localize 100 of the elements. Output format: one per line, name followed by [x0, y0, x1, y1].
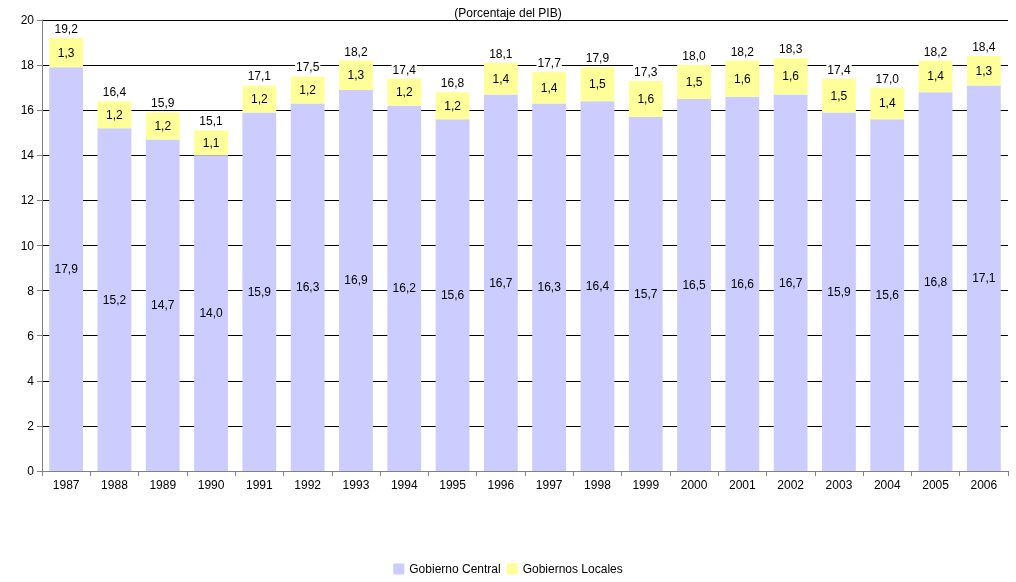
x-tick-label: 2002 [777, 478, 805, 492]
data-label: 16,5 [682, 277, 707, 292]
bar [773, 94, 808, 471]
bar [725, 60, 760, 97]
data-label: 1,6 [637, 91, 655, 106]
x-tick-label: 2005 [922, 478, 950, 492]
y-tick-label: 18 [20, 58, 35, 73]
data-label: 1,5 [589, 77, 607, 92]
total-label: 18,2 [923, 44, 948, 59]
data-label: 1,2 [106, 107, 124, 122]
data-label: 1,3 [347, 68, 365, 83]
x-tick-label: 1989 [149, 478, 177, 492]
bar [435, 92, 470, 120]
chart-title: (Porcentaje del PIB) [454, 6, 562, 20]
bar [677, 98, 711, 471]
y-tick-label: 12 [20, 193, 35, 208]
bar [580, 67, 615, 102]
y-tick-label: 4 [27, 373, 35, 388]
bar [483, 94, 518, 471]
total-label: 17,5 [295, 60, 320, 75]
total-label: 17,9 [585, 51, 610, 66]
y-tick-label: 0 [27, 464, 35, 478]
y-tick-label: 20 [20, 13, 35, 27]
legend-label: Gobiernos Locales [522, 562, 623, 576]
bar [918, 92, 953, 471]
x-tick-label: 2006 [970, 478, 998, 492]
x-tick-label: 2001 [729, 478, 757, 492]
bar [97, 128, 132, 471]
bar [822, 112, 856, 471]
data-label: 16,3 [537, 280, 562, 295]
data-label: 15,2 [102, 292, 127, 307]
bar [628, 80, 663, 117]
x-tick-label: 1998 [584, 478, 612, 492]
total-label: 18,1 [489, 46, 513, 61]
data-label: 16,7 [489, 275, 513, 290]
total-label: 18,3 [778, 42, 803, 57]
x-tick-label: 1990 [197, 478, 225, 492]
data-label: 15,9 [827, 284, 851, 299]
bar [532, 103, 567, 471]
x-tick-label: 1994 [390, 478, 418, 492]
bar [966, 85, 1001, 471]
bar [532, 71, 567, 104]
data-label: 1,6 [734, 71, 752, 86]
bar [339, 60, 373, 90]
total-label: 17,1 [247, 69, 272, 84]
bar [387, 78, 422, 106]
bar [870, 87, 905, 120]
x-tick-label: 1987 [52, 478, 80, 492]
data-label: 16,6 [730, 276, 755, 291]
data-label: 1,3 [57, 45, 75, 60]
data-label: 15,7 [634, 286, 658, 301]
x-tick-label: 2000 [680, 478, 708, 492]
x-tick-label: 1992 [294, 478, 322, 492]
data-label: 17,9 [54, 262, 79, 277]
total-label: 19,2 [54, 22, 79, 37]
data-label: 14,7 [151, 298, 175, 313]
x-tick-label: 1988 [101, 478, 129, 492]
data-label: 1,2 [444, 98, 462, 113]
bar [725, 96, 760, 471]
x-tick-label: 1999 [632, 478, 660, 492]
legend-label: Gobierno Central [409, 562, 501, 576]
data-label: 16,9 [344, 273, 368, 288]
total-label: 18,2 [344, 44, 368, 59]
x-tick-label: 2003 [825, 478, 853, 492]
bar [435, 119, 470, 471]
data-label: 16,2 [392, 281, 417, 296]
x-tick-label: 1995 [439, 478, 467, 492]
total-label: 18,0 [682, 49, 707, 64]
data-label: 1,4 [927, 69, 945, 84]
total-label: 15,1 [199, 114, 224, 129]
data-label: 16,8 [923, 274, 948, 289]
x-tick-label: 1997 [535, 478, 563, 492]
bar [580, 101, 615, 471]
data-label: 14,0 [199, 306, 224, 321]
bar [145, 139, 180, 471]
data-label: 1,2 [299, 82, 317, 97]
y-tick-label: 14 [20, 148, 35, 163]
bar [194, 130, 228, 156]
data-label: 15,6 [440, 288, 465, 303]
bar [628, 116, 663, 471]
data-label: 1,4 [492, 71, 510, 86]
data-label: 16,4 [585, 279, 610, 294]
total-label: 17,4 [392, 62, 417, 77]
y-tick-label: 6 [27, 328, 35, 343]
total-label: 16,8 [440, 76, 465, 91]
bar [49, 67, 84, 471]
bar [290, 76, 325, 104]
bar [97, 101, 132, 129]
x-tick-label: 1996 [487, 478, 515, 492]
total-label: 16,4 [102, 85, 127, 100]
bar [822, 78, 856, 113]
total-label: 15,9 [151, 96, 175, 111]
bar [339, 89, 373, 471]
data-label: 1,2 [251, 91, 269, 106]
data-label: 1,4 [540, 80, 558, 95]
data-label: 1,5 [685, 75, 703, 90]
bar [145, 112, 180, 140]
bar [242, 112, 277, 471]
total-label: 17,7 [537, 55, 562, 70]
data-label: 16,7 [778, 275, 803, 290]
